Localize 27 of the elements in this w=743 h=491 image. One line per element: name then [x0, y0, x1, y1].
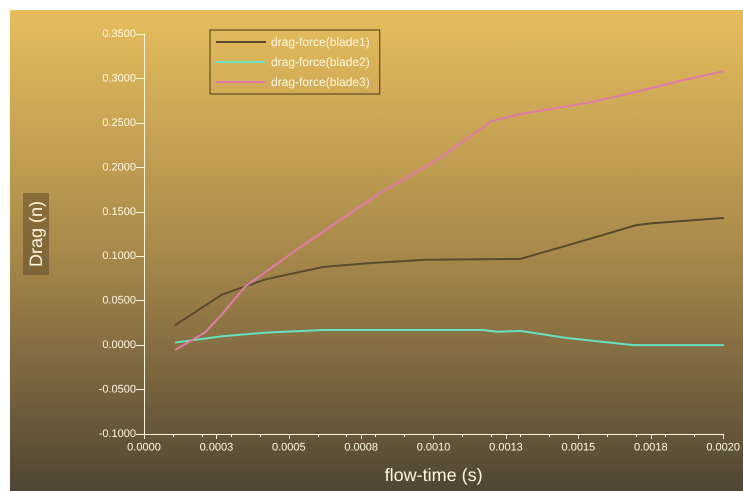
legend-label: drag-force(blade2): [271, 55, 370, 69]
y-tick-label: 0.3000: [102, 72, 136, 84]
legend-label: drag-force(blade1): [271, 35, 370, 49]
y-tick-label: -0.1000: [98, 428, 136, 440]
x-tick-label: 0.0008: [344, 442, 378, 454]
legend-label: drag-force(blade3): [271, 75, 370, 89]
line-series: [174, 329, 724, 346]
y-tick-label: 0.1000: [102, 250, 136, 262]
x-tick-label: 0.0005: [272, 442, 306, 454]
y-tick-label: 0.0000: [102, 339, 136, 352]
line-series: [174, 70, 724, 351]
y-tick-label: 0.3500: [102, 28, 136, 40]
x-tick-label: 0.0018: [634, 442, 668, 454]
y-tick-label: 0.2500: [102, 116, 136, 129]
y-tick-label: 0.2000: [102, 161, 136, 174]
y-tick-label: 0.0500: [102, 294, 136, 307]
line-series: [174, 217, 724, 326]
x-tick-label: 0.0003: [200, 442, 234, 454]
x-tick-label: 0.0013: [489, 442, 523, 454]
y-axis-title: Drag (n): [26, 200, 46, 268]
x-axis-title: flow-time (s): [384, 465, 483, 485]
y-tick-label: -0.0500: [98, 384, 136, 396]
y-tick-label: 0.1500: [102, 206, 136, 218]
x-tick-label: 0.0020: [706, 442, 740, 454]
x-tick-label: 0.0010: [416, 442, 450, 454]
x-tick-label: 0.0000: [127, 442, 161, 454]
x-tick-label: 0.0015: [562, 442, 596, 454]
